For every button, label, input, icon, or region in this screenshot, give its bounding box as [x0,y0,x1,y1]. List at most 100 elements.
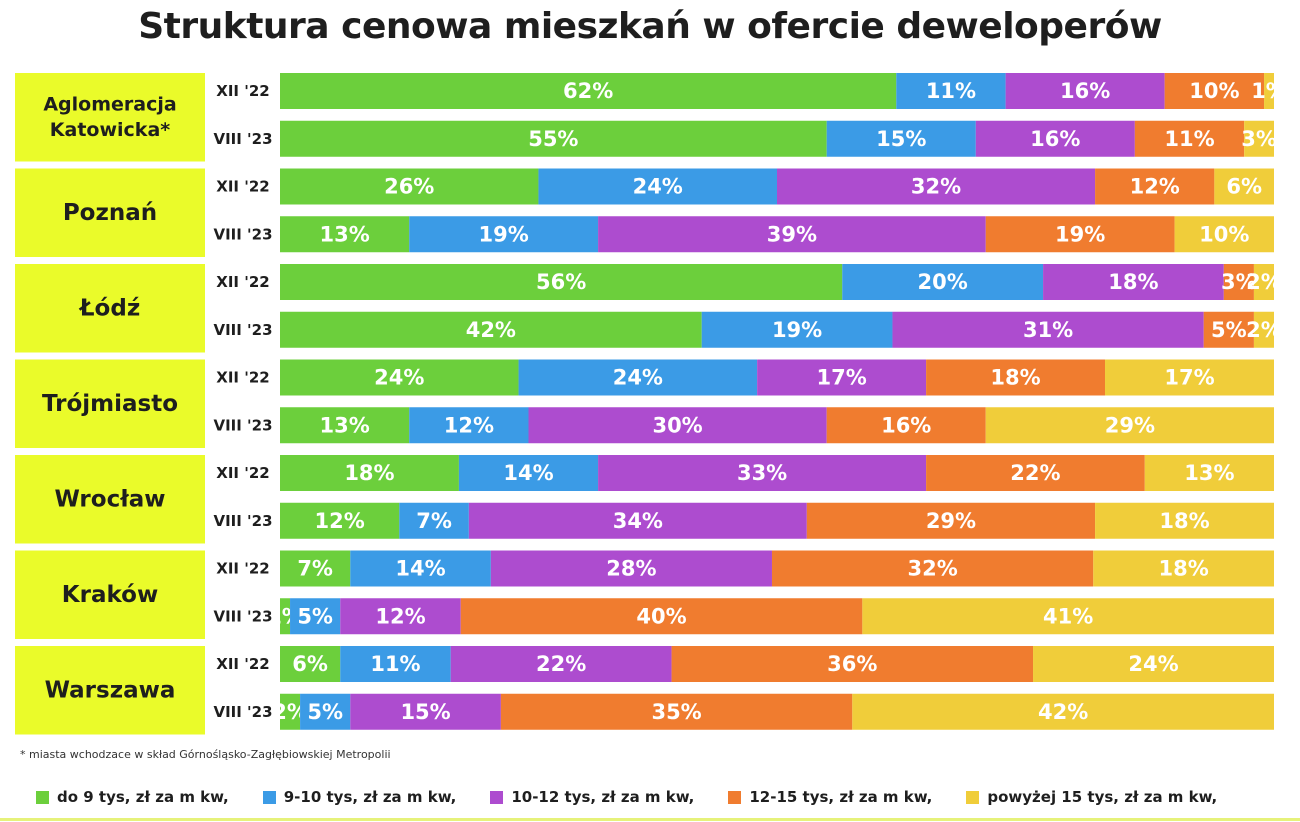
legend-swatch [966,790,980,804]
bar-segment [280,216,410,253]
bar-segment [701,311,893,348]
legend-label: powyżej 15 tys, zł za m kw, [987,788,1218,806]
bar-segment [280,646,341,682]
bar-value-label: 42% [466,318,516,342]
legend: do 9 tys, zł za m kw, 9-10 tys, zł za m k… [36,786,1286,808]
bar-segment [280,264,843,300]
legend-swatch [262,790,276,804]
bar-segment [468,502,807,539]
bar-segment [300,693,351,730]
bar-value-label: 62% [563,79,613,103]
bar-segment [290,598,341,635]
bar-value-label: 11% [1164,127,1214,151]
bar-value-label: 18% [1108,270,1158,294]
city-label: Aglomeracja [43,93,176,115]
period-label: XII '22 [216,82,269,100]
stacked-bar-chart: Aglomeracja Katowicka* XII '22 62% 11% 16% 10%… [15,73,1287,735]
bar-segment [340,598,461,635]
period-label: VIII '23 [213,225,272,243]
period-label: VIII '23 [213,321,272,339]
bar-value-label: 34% [613,509,663,533]
bar-value-label: 55% [528,127,578,151]
bar-value-label: 12% [1130,175,1180,199]
period-label: VIII '23 [213,703,272,721]
bottom-accent-line [0,818,1300,821]
bar-value-label: 13% [1184,461,1234,485]
legend-label: 10-12 tys, zł za m kw, [511,788,695,806]
bar-value-label: 31% [1023,318,1073,342]
bar-value-label: 15% [876,127,926,151]
bar-segment [280,168,539,205]
bar-value-label: 12% [375,604,425,628]
bar-segment [280,311,702,348]
legend-item: powyżej 15 tys, zł za m kw, [966,788,1217,806]
bar-value-label: 6% [1226,175,1262,199]
legend-item: 9-10 tys, zł za m kw, [262,788,457,806]
bar-value-label: 17% [816,366,866,390]
bar-value-label: 10% [1199,222,1249,246]
bar-value-label: 5% [1211,318,1247,342]
bar-value-label: 40% [636,604,686,628]
bar-segment [280,550,351,587]
bar-segment [842,264,1044,300]
period-label: XII '22 [216,273,269,291]
bar-value-label: 41% [1043,604,1093,628]
period-label: XII '22 [216,369,269,387]
bar-value-label: 26% [384,175,434,199]
bar-value-label: 2% [1246,270,1282,294]
bar-value-label: 20% [918,270,968,294]
bar-value-label: 30% [652,413,702,437]
bar-segment [340,646,451,682]
period-label: VIII '23 [213,607,272,625]
city-label-box [15,168,205,257]
bar-segment [538,168,777,205]
bar-segment [409,216,599,253]
bar-segment [490,550,772,587]
bar-value-label: 3% [1221,270,1257,294]
bar-value-label: 11% [926,79,976,103]
period-label: VIII '23 [213,130,272,148]
bar-segment [350,693,501,730]
city-label-box [15,73,205,162]
bar-segment [280,598,291,635]
bar-value-label: 22% [536,652,586,676]
bar-value-label: 5% [307,700,343,724]
bar-segment [1033,646,1274,682]
city-label: Łódź [78,295,140,321]
bar-segment [500,693,853,730]
bar-segment [280,73,897,109]
bar-value-label: 19% [479,222,529,246]
city-label-box [15,646,205,735]
bar-value-label: 19% [772,318,822,342]
bar-segment [1244,120,1274,157]
bar-value-label: 1% [1251,79,1287,103]
city-label: Wrocław [54,486,165,512]
bar-segment [975,120,1135,157]
city-label-box [15,550,205,639]
bar-segment [1214,168,1274,205]
bar-segment [1105,359,1274,396]
legend-swatch [36,790,49,804]
bar-value-label: 24% [633,175,683,199]
bar-value-label: 29% [926,509,976,533]
bar-value-label: 18% [990,366,1040,390]
bar-segment [1174,216,1274,253]
bar-segment [1005,73,1165,109]
legend-label: 9-10 tys, zł za m kw, [283,788,457,806]
period-label: XII '22 [216,464,269,482]
bar-value-label: 24% [613,366,663,390]
bar-segment [1223,264,1254,300]
city-label: Poznań [63,200,157,226]
bar-segment [280,693,301,730]
bar-value-label: 12% [315,509,365,533]
bar-segment [1093,550,1274,587]
bar-segment [1095,502,1274,539]
legend-item: 10-12 tys, zł za m kw, [490,788,694,806]
bar-segment [985,407,1274,444]
bar-segment [280,502,400,539]
bar-segment [1264,73,1274,109]
bar-segment [1164,73,1265,109]
bar-value-label: 28% [606,557,656,581]
bar-segment [280,407,410,444]
bar-value-label: 29% [1105,413,1155,437]
